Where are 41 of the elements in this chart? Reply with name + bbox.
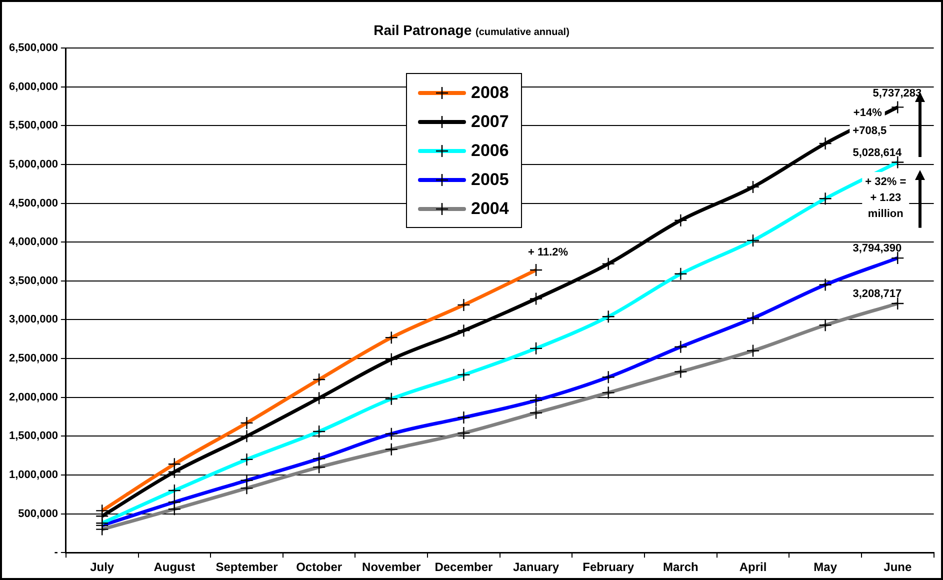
- x-tick-label: May: [814, 560, 838, 574]
- x-tick-label: March: [663, 560, 698, 574]
- y-tick-label: 6,000,000: [9, 80, 58, 93]
- x-tick-label: January: [513, 560, 560, 574]
- y-tick-label: 3,500,000: [9, 274, 58, 287]
- data-label: 5,737,283: [872, 88, 922, 100]
- data-label: 3,208,717: [852, 288, 902, 300]
- legend-label: 2004: [470, 198, 509, 220]
- y-tick-label: 5,000,000: [9, 158, 58, 170]
- data-label: 3,794,390: [852, 242, 902, 255]
- annotation: + 32% = + 1.23 million: [865, 176, 906, 220]
- y-tick-label: 1,000,000: [9, 469, 58, 481]
- x-tick-label: November: [362, 560, 422, 574]
- annotation: +708,5: [852, 125, 887, 138]
- legend-label: 2007: [470, 110, 509, 132]
- y-tick-label: 1,500,000: [9, 430, 58, 442]
- chart-subtitle: (cumulative annual): [476, 27, 570, 38]
- x-tick-label: December: [434, 560, 494, 574]
- y-tick-label: 2,000,000: [9, 391, 58, 404]
- legend-label: 2006: [470, 140, 509, 162]
- x-tick-label: April: [739, 560, 767, 574]
- legend-label: 2008: [470, 82, 509, 104]
- x-tick-label: February: [582, 560, 634, 574]
- y-tick-label: -: [54, 546, 58, 559]
- y-tick-label: 4,000,000: [9, 236, 58, 248]
- annotation: +14%: [853, 107, 882, 120]
- chart-title: Rail Patronage: [374, 22, 472, 38]
- x-tick-label: July: [90, 560, 114, 574]
- y-tick-label: 3,000,000: [9, 314, 58, 326]
- annotation: + 11.2%: [528, 246, 568, 258]
- data-label: 5,028,614: [852, 146, 903, 159]
- y-tick-label: 2,500,000: [9, 352, 58, 365]
- x-tick-label: August: [154, 560, 196, 574]
- y-tick-label: 6,500,000: [9, 42, 58, 54]
- legend-label: 2005: [470, 168, 509, 190]
- y-tick-label: 4,500,000: [9, 197, 58, 210]
- y-tick-label: 5,500,000: [9, 120, 58, 132]
- x-tick-label: October: [296, 560, 342, 574]
- y-tick-label: 500,000: [18, 508, 58, 520]
- x-tick-label: June: [884, 560, 912, 574]
- x-tick-label: September: [216, 560, 278, 574]
